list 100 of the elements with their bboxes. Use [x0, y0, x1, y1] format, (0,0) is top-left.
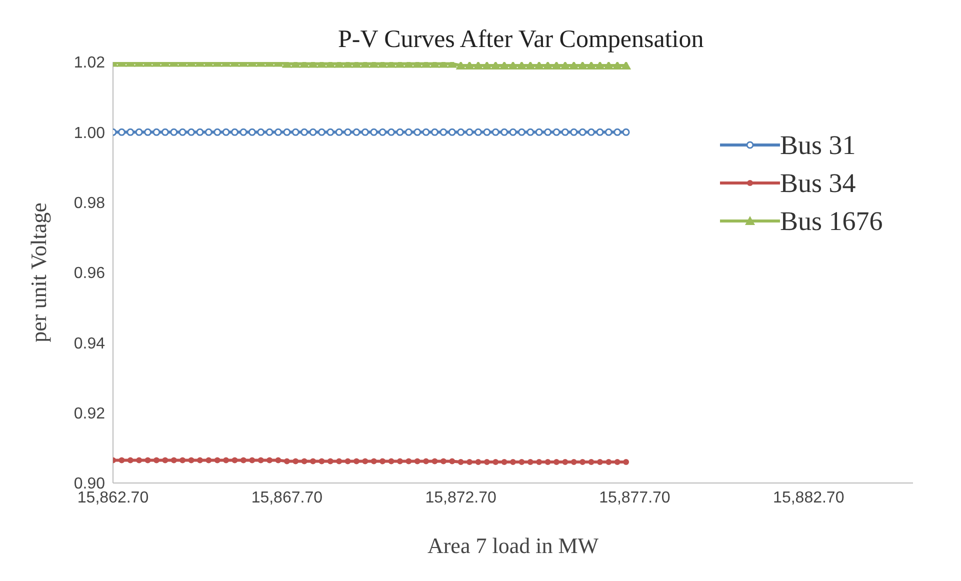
point	[170, 128, 178, 136]
point	[214, 457, 220, 464]
point	[518, 128, 526, 136]
point	[492, 458, 499, 465]
y-tick-label: 0.94	[74, 335, 106, 352]
point	[223, 457, 230, 464]
point	[292, 128, 300, 136]
point	[501, 458, 508, 465]
point	[230, 128, 238, 136]
point	[614, 458, 620, 465]
point	[430, 128, 438, 136]
point	[126, 128, 134, 136]
point	[518, 458, 525, 465]
point	[300, 128, 308, 136]
point	[594, 62, 605, 70]
point	[152, 128, 160, 136]
point	[380, 458, 386, 464]
point	[527, 458, 534, 465]
point	[448, 128, 456, 136]
point	[535, 128, 543, 136]
point	[404, 128, 412, 136]
point	[222, 128, 230, 136]
point	[266, 457, 273, 464]
point	[483, 128, 491, 136]
point	[509, 128, 517, 136]
point	[283, 128, 291, 136]
y-tick-label: 1.02	[74, 54, 106, 72]
point	[551, 62, 562, 70]
chart-title: P-V Curves After Var Compensation	[338, 26, 704, 54]
point	[204, 128, 212, 136]
point	[614, 128, 622, 136]
point	[516, 62, 527, 70]
point	[604, 62, 614, 70]
point	[473, 62, 484, 70]
point	[258, 457, 264, 464]
point	[196, 128, 204, 136]
y-tick-label: 1.00	[74, 124, 106, 142]
point	[606, 458, 612, 465]
point	[500, 128, 508, 136]
point	[127, 457, 134, 464]
point	[335, 128, 343, 136]
point	[326, 128, 334, 136]
legend-label: Bus 31	[780, 130, 856, 160]
point	[406, 458, 412, 464]
point	[370, 458, 377, 464]
point	[144, 128, 152, 136]
point	[188, 128, 196, 136]
point	[336, 458, 342, 464]
point	[118, 128, 126, 136]
point	[466, 128, 474, 136]
point	[153, 457, 160, 464]
point	[144, 457, 151, 464]
point	[492, 128, 500, 136]
point	[464, 62, 475, 70]
point	[344, 128, 352, 136]
point	[180, 457, 186, 464]
point	[622, 128, 630, 136]
point	[490, 62, 501, 70]
point	[596, 128, 604, 136]
point	[361, 128, 369, 136]
x-tick-label: 15,872.70	[425, 489, 497, 506]
point	[388, 128, 396, 136]
point	[440, 458, 446, 464]
x-tick-label: 15,882.70	[773, 489, 844, 506]
point	[136, 457, 142, 464]
point	[274, 128, 282, 136]
point	[578, 62, 588, 70]
point	[396, 458, 403, 464]
y-tick-label: 0.98	[74, 195, 106, 212]
point	[232, 457, 238, 464]
point	[353, 458, 360, 464]
point	[474, 128, 482, 136]
x-axis-title: Area 7 load in MW	[427, 533, 599, 558]
point	[188, 457, 194, 464]
point	[318, 128, 326, 136]
point	[586, 62, 596, 70]
point	[623, 458, 630, 465]
legend-label: Bus 1676	[780, 206, 883, 236]
point	[440, 128, 448, 136]
point	[525, 62, 536, 70]
point	[301, 458, 308, 464]
y-tick-label: 0.96	[74, 265, 106, 282]
point	[388, 458, 394, 464]
point	[275, 457, 282, 464]
point	[248, 128, 256, 136]
point	[378, 128, 386, 136]
point	[534, 62, 544, 70]
point	[570, 128, 578, 136]
legend-label: Bus 34	[780, 168, 856, 198]
point	[118, 457, 125, 464]
point	[266, 128, 274, 136]
point	[423, 458, 430, 464]
point	[362, 458, 368, 464]
point	[570, 458, 577, 465]
point	[544, 128, 552, 136]
point	[310, 458, 316, 464]
point	[178, 128, 186, 136]
point	[458, 458, 464, 465]
point	[206, 457, 212, 464]
point	[292, 458, 299, 464]
